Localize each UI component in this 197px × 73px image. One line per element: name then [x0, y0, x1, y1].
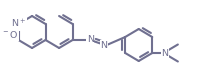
Text: N: N	[87, 35, 94, 45]
Text: N: N	[161, 48, 168, 58]
Text: $^-$O: $^-$O	[1, 29, 18, 41]
Text: N$^+$: N$^+$	[11, 18, 26, 30]
Text: N: N	[100, 41, 107, 49]
